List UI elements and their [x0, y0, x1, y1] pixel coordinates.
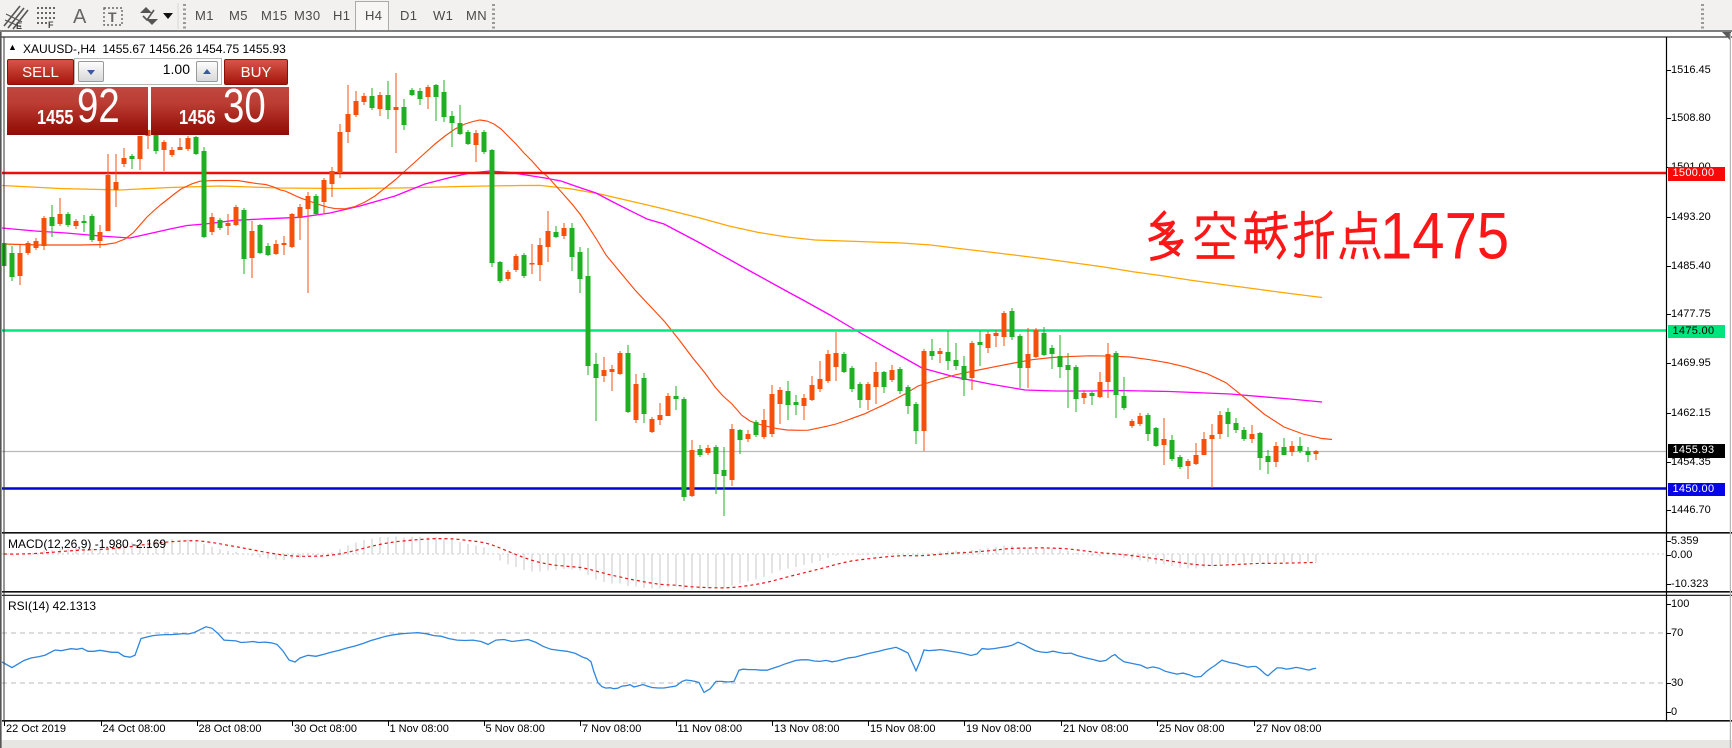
svg-text:1475: 1475: [1380, 200, 1509, 273]
svg-text:T: T: [108, 9, 117, 25]
svg-text:RSI(14) 42.1313: RSI(14) 42.1313: [8, 599, 96, 613]
svg-text:MACD(12,26,9) -1.980 -2.169: MACD(12,26,9) -1.980 -2.169: [8, 537, 166, 551]
svg-text:F: F: [48, 20, 54, 30]
svg-text:A: A: [73, 6, 87, 28]
svg-text:E: E: [16, 21, 22, 31]
